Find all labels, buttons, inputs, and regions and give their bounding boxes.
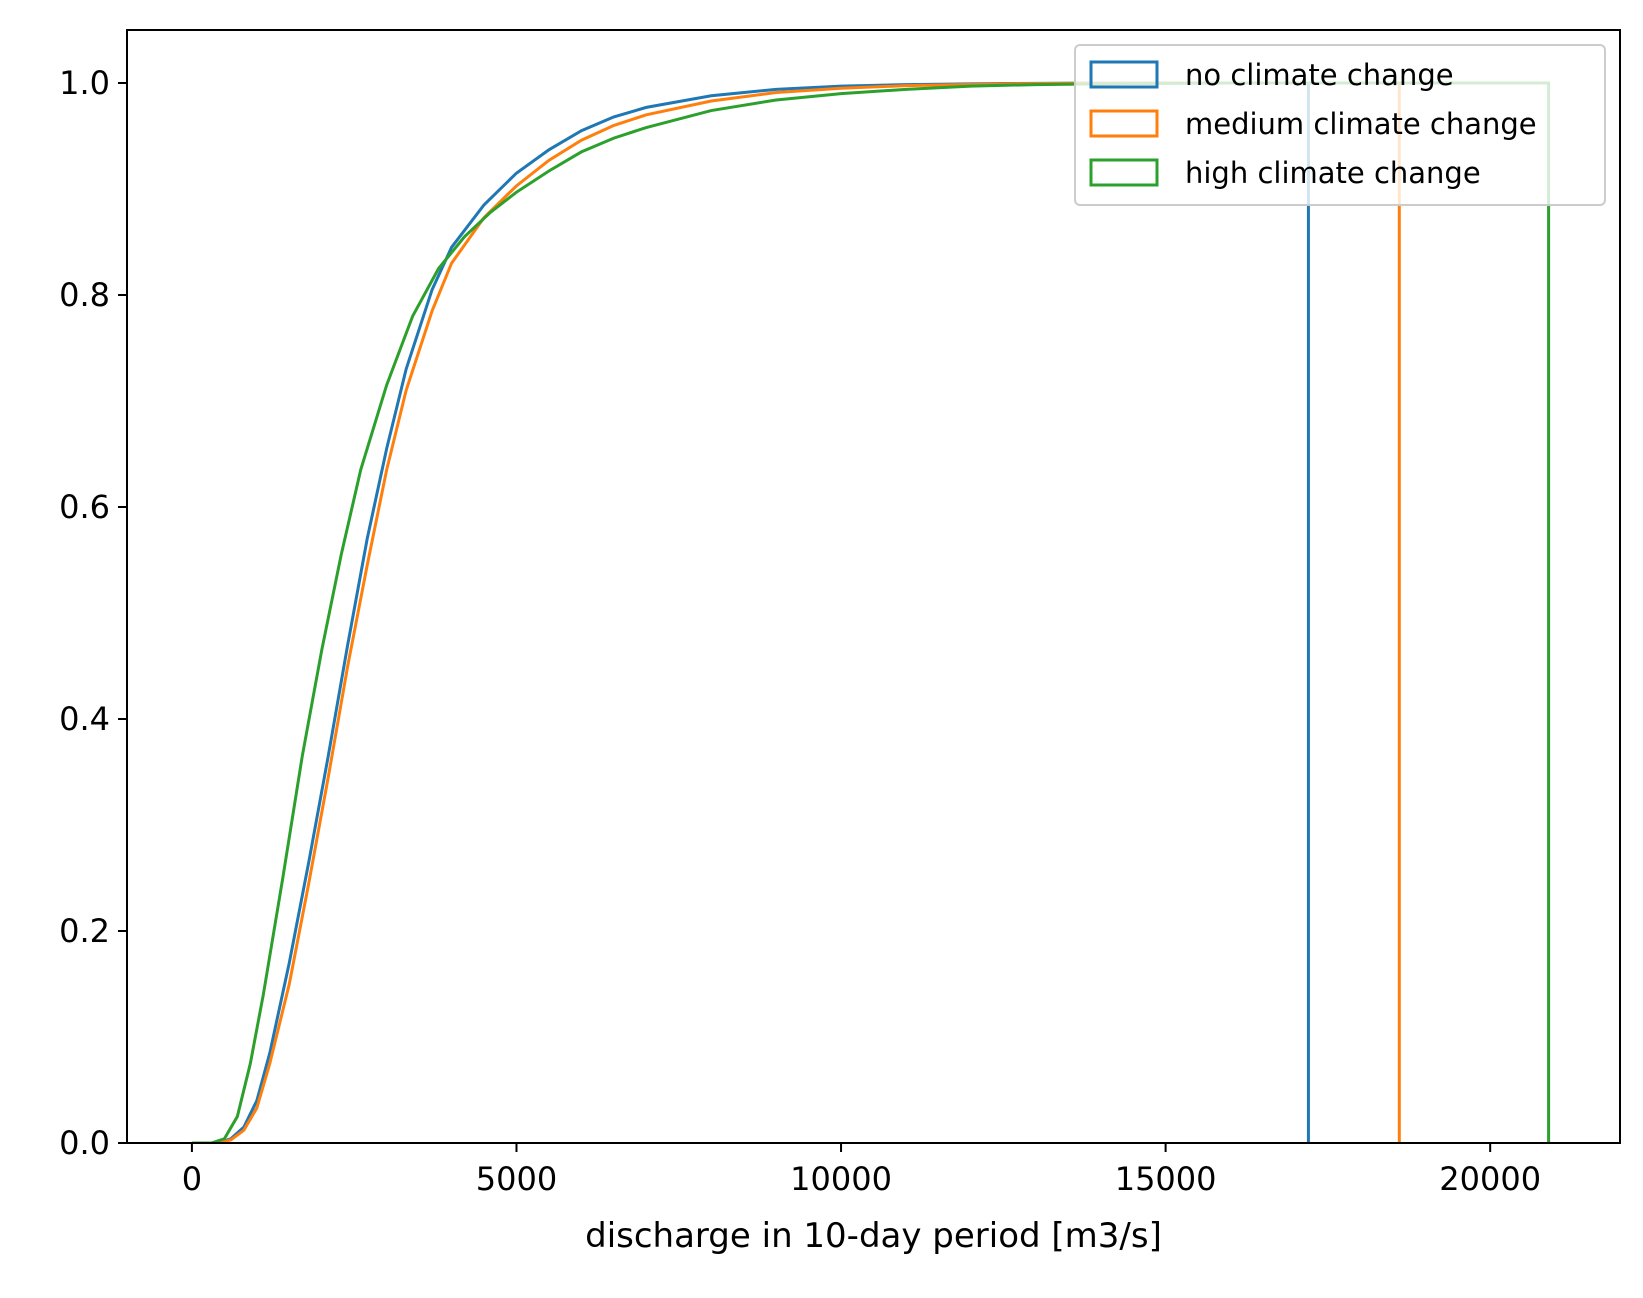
x-tick-label: 10000 — [790, 1160, 892, 1198]
series-line-high-climate-change — [191, 81, 1551, 1143]
axes-frame — [126, 29, 1621, 1144]
legend-label: high climate change — [1185, 156, 1481, 190]
legend-label: medium climate change — [1185, 107, 1537, 141]
x-tick-label: 15000 — [1115, 1160, 1217, 1198]
x-axis-label: discharge in 10-day period [m3/s] — [585, 1216, 1162, 1256]
series-line-no-climate-change — [191, 81, 1310, 1143]
series-line-medium-climate-change — [191, 81, 1401, 1143]
y-tick-label: 0.4 — [59, 700, 110, 738]
legend-swatch — [1089, 109, 1159, 138]
legend: no climate change medium climate change hi… — [1074, 44, 1606, 206]
legend-label: no climate change — [1185, 58, 1454, 92]
x-tick-label: 0 — [182, 1160, 202, 1198]
x-tick-label: 5000 — [476, 1160, 557, 1198]
x-tick-label: 20000 — [1439, 1160, 1541, 1198]
y-tick-label: 0.8 — [59, 276, 110, 314]
y-tick-label: 0.0 — [59, 1124, 110, 1162]
plot-area — [191, 81, 1551, 1143]
legend-swatch — [1089, 158, 1159, 187]
legend-swatch — [1089, 60, 1159, 89]
axes: 0 5000 10000 15000 20000 0.0 0.2 0.4 0.6 0.8 1.0 — [59, 29, 1621, 1198]
legend-box — [1074, 44, 1606, 206]
y-tick-label: 0.2 — [59, 912, 110, 950]
y-tick-label: 0.6 — [59, 488, 110, 526]
y-tick-label: 1.0 — [59, 64, 110, 102]
